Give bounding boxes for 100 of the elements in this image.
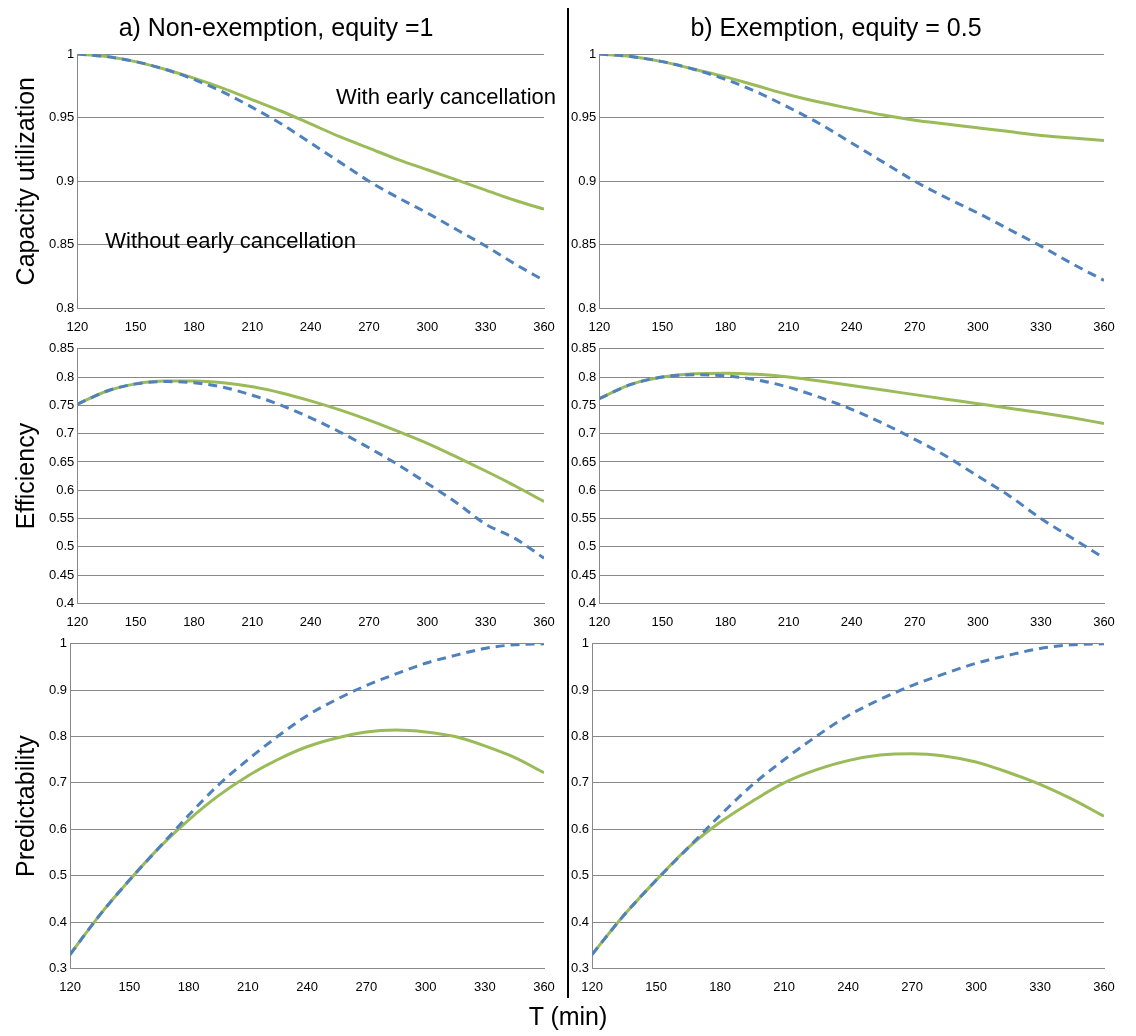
y-axis-title: Efficiency	[10, 422, 39, 530]
y-tick-label: 0.8	[56, 299, 75, 315]
y-tick-label: 0.4	[578, 594, 597, 610]
x-tick-label: 150	[651, 613, 674, 629]
x-tick-label: 300	[416, 318, 439, 334]
x-tick-label: 300	[966, 613, 989, 629]
y-tick-label: 0.7	[56, 425, 75, 441]
x-tick-label: 150	[645, 978, 667, 994]
x-tick-label: 240	[840, 318, 863, 334]
x-tick-label: 180	[709, 978, 731, 994]
y-tick-label: 0.9	[48, 681, 68, 697]
y-tick-label: 0.7	[48, 774, 68, 790]
y-tick-label: 0.8	[56, 368, 75, 384]
y-tick-label: 0.85	[570, 236, 597, 252]
x-tick-label: 150	[124, 613, 147, 629]
y-tick-label: 0.6	[578, 481, 597, 497]
y-tick-label: 0.5	[56, 538, 75, 554]
x-tick-label: 360	[533, 613, 555, 629]
x-tick-label: 120	[588, 613, 611, 629]
y-tick-label: 1	[581, 635, 590, 651]
series-label: With early cancellation	[335, 84, 556, 110]
y-axis-title: Capacity utilization	[10, 76, 39, 286]
y-tick-label: 0.5	[48, 867, 68, 883]
y-tick-label: 0.4	[570, 913, 590, 929]
y-tick-label: 0.8	[570, 728, 590, 744]
y-tick-label: 0.65	[48, 453, 75, 469]
y-tick-label: 0.5	[578, 538, 597, 554]
y-tick-label: 0.75	[570, 396, 597, 412]
x-tick-label: 180	[183, 613, 205, 629]
x-tick-label: 120	[66, 318, 89, 334]
text: Without early cancellation	[105, 228, 356, 254]
x-tick-label: 210	[236, 978, 259, 994]
x-tick-label: 120	[59, 978, 81, 994]
x-tick-label: 360	[533, 978, 555, 994]
chart-title: b) Exemption, equity = 0.5	[690, 12, 982, 41]
x-tick-label: 210	[241, 318, 264, 334]
x-tick-label: 240	[840, 613, 863, 629]
y-tick-label: 0.8	[578, 368, 597, 384]
y-tick-label: 0.85	[570, 340, 597, 356]
y-tick-label: 0.85	[48, 236, 75, 252]
x-tick-label: 240	[299, 318, 322, 334]
y-tick-label: 0.8	[578, 299, 597, 315]
x-tick-label: 180	[177, 978, 200, 994]
x-tick-label: 270	[903, 613, 926, 629]
y-tick-label: 0.4	[56, 594, 75, 610]
x-tick-label: 270	[355, 978, 378, 994]
x-tick-label: 360	[1093, 318, 1115, 334]
y-tick-label: 0.45	[48, 566, 75, 582]
x-tick-label: 330	[473, 978, 496, 994]
x-tick-label: 300	[416, 613, 439, 629]
y-tick-label: 0.85	[48, 340, 75, 356]
x-tick-label: 330	[474, 613, 497, 629]
x-tick-label: 300	[966, 318, 989, 334]
x-tick-label: 330	[1030, 318, 1052, 334]
x-tick-label: 150	[118, 978, 141, 994]
line-series	[77, 380, 544, 560]
x-tick-label: 210	[241, 613, 264, 629]
y-tick-label: 0.9	[570, 681, 590, 697]
x-tick-label: 180	[183, 318, 205, 334]
y-tick-label: 0.55	[570, 510, 597, 526]
x-tick-label: 360	[533, 318, 555, 334]
y-tick-label: 0.6	[570, 820, 590, 836]
x-tick-label: 270	[358, 613, 380, 629]
y-tick-label: 0.9	[578, 172, 597, 188]
x-tick-label: 180	[714, 318, 737, 334]
x-tick-label: 210	[777, 613, 800, 629]
x-tick-label: 330	[1029, 978, 1051, 994]
y-tick-label: 0.75	[48, 396, 75, 412]
y-tick-label: 0.65	[570, 453, 597, 469]
x-tick-label: 120	[588, 318, 611, 334]
y-tick-label: 0.4	[48, 913, 68, 929]
x-axis-title: T (min)	[527, 1002, 609, 1031]
y-tick-label: 0.55	[48, 510, 75, 526]
x-tick-label: 270	[358, 318, 380, 334]
x-tick-label: 210	[777, 318, 800, 334]
x-tick-label: 180	[714, 613, 737, 629]
x-tick-label: 150	[124, 318, 147, 334]
y-tick-label: 1	[59, 635, 68, 651]
x-tick-label: 210	[773, 978, 795, 994]
y-tick-label: 0.9	[56, 172, 75, 188]
y-tick-label: 0.95	[570, 109, 597, 125]
y-tick-label: 0.6	[48, 820, 68, 836]
x-tick-label: 270	[901, 978, 923, 994]
x-tick-label: 300	[414, 978, 437, 994]
x-tick-label: 360	[1093, 613, 1115, 629]
x-tick-label: 150	[651, 318, 674, 334]
y-tick-label: 0.8	[48, 728, 68, 744]
x-tick-label: 330	[474, 318, 497, 334]
y-tick-label: 0.3	[570, 959, 590, 975]
x-tick-label: 120	[581, 978, 603, 994]
y-tick-label: 0.95	[48, 109, 75, 125]
y-tick-label: 0.7	[570, 774, 590, 790]
x-tick-label: 240	[299, 613, 322, 629]
y-tick-label: 1	[589, 45, 597, 61]
y-tick-label: 0.3	[48, 959, 68, 975]
y-axis-title: Predictability	[10, 734, 39, 877]
y-tick-label: 0.45	[570, 566, 597, 582]
y-tick-label: 0.7	[578, 425, 597, 441]
x-tick-label: 120	[66, 613, 89, 629]
x-tick-label: 300	[965, 978, 987, 994]
